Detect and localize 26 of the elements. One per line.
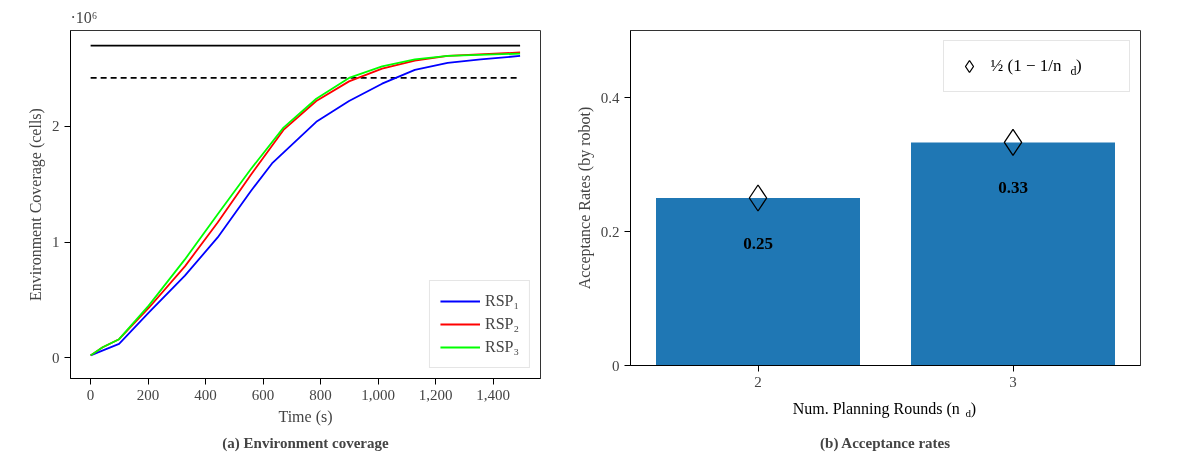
x-tick-label: 1,200 <box>418 386 453 403</box>
x-tick-label: 3 <box>1009 373 1017 390</box>
legend-label: RSP₃ <box>484 338 519 356</box>
x-tick-label: 600 <box>251 386 275 403</box>
x-axis-title: Time (s) <box>278 407 333 426</box>
x-tick-label: 1,400 <box>476 386 510 403</box>
legend-label: RSP₂ <box>484 315 519 333</box>
y-axis-title: Acceptance Rates (by robot) <box>575 106 594 290</box>
y-tick-label: 2 <box>52 118 60 135</box>
x-tick-label: 0 <box>86 386 95 403</box>
x-tick-label: 1,000 <box>361 386 395 403</box>
data-label: 0.25 <box>743 233 773 253</box>
y-tick-label: 0 <box>52 349 60 366</box>
legend-label: RSP₁ <box>484 292 519 310</box>
y-axis-title: Environment Coverage (cells) <box>27 108 45 301</box>
data-label: 0.33 <box>998 177 1028 197</box>
y-tick-label: 0.4 <box>600 89 620 106</box>
x-tick-label: 800 <box>309 386 332 403</box>
x-tick-label: 200 <box>136 386 160 403</box>
y-tick-label: 0 <box>612 357 620 374</box>
text: ·10⁶ <box>70 8 98 26</box>
y-tick-label: 1 <box>52 234 60 251</box>
x-tick-label: 400 <box>194 386 217 403</box>
text: (a) Environment coverage <box>222 434 390 452</box>
y-tick-label: 0.2 <box>600 223 620 240</box>
text: (b) Acceptance rates <box>820 434 951 452</box>
